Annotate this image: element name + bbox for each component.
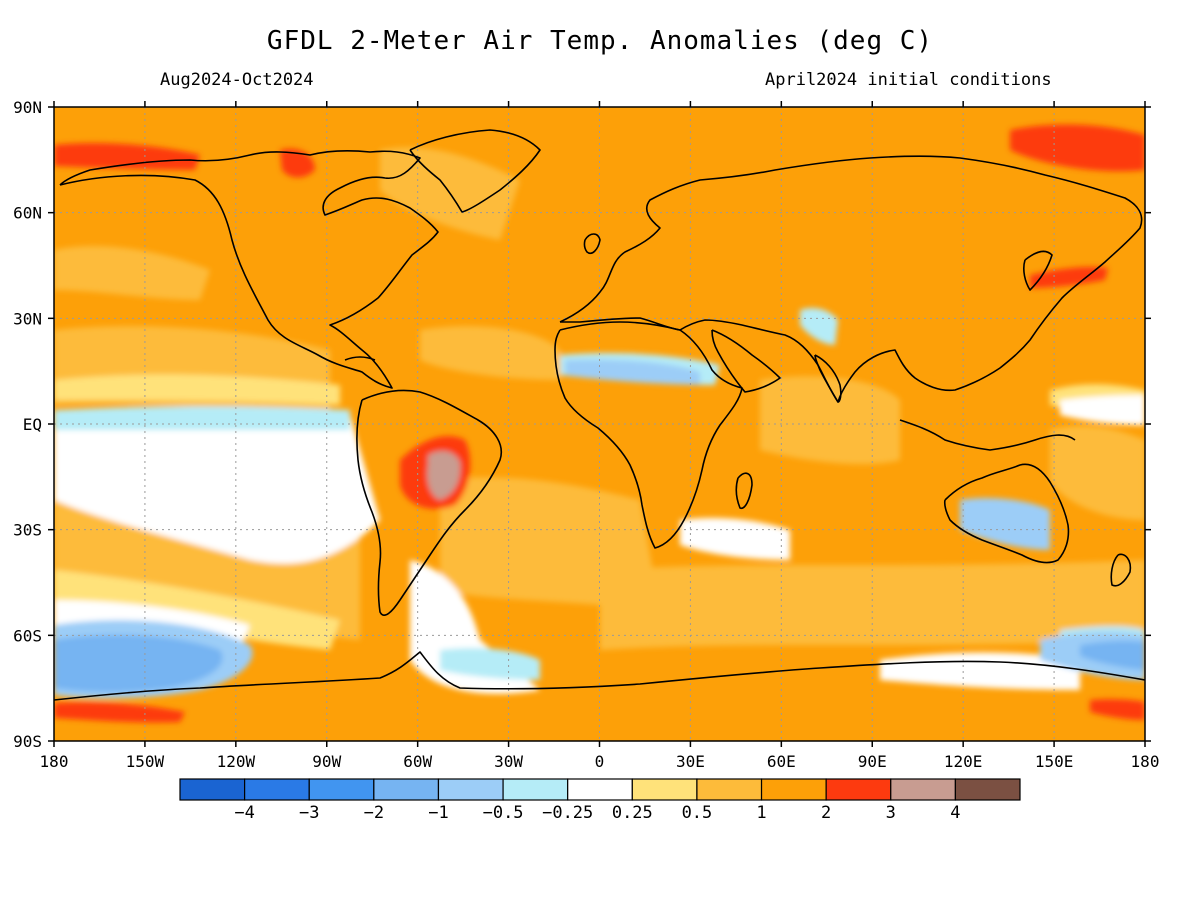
lon-tick-label: 180 — [40, 752, 69, 771]
coastline-madagascar — [735, 472, 753, 509]
field-band-neutral — [54, 415, 380, 564]
lon-tick-label: 150W — [126, 752, 165, 771]
coastline-japan — [1023, 250, 1053, 291]
legend-label: −0.25 — [542, 803, 593, 823]
lon-tick-label: 60E — [767, 752, 796, 771]
lat-tick-label: 60S — [13, 626, 42, 645]
coastline-eurasia — [559, 155, 1143, 403]
color-legend: −4 −3 −2 −1 −0.5 −0.25 0.25 0.5 1 2 3 4 — [179, 778, 1021, 823]
lon-tick-label: 180 — [1131, 752, 1160, 771]
field-band-light-orange — [420, 326, 560, 380]
legend-label: 0.25 — [612, 803, 653, 823]
legend-swatch — [954, 778, 1021, 801]
lat-tick-label: 30S — [13, 521, 42, 540]
field-band-hot — [54, 702, 185, 723]
lon-tick-label: 60W — [403, 752, 432, 771]
field-band-neutral — [1060, 395, 1145, 425]
coastline-greenland — [409, 129, 541, 213]
field-band-hot — [280, 148, 315, 178]
lon-tick-label: 30E — [676, 752, 705, 771]
coastline-british-isles — [583, 233, 601, 255]
field-band-light-orange — [760, 376, 900, 465]
lon-tick-label: 120W — [217, 752, 256, 771]
coastline-north-america — [59, 149, 439, 389]
field-band-cool — [565, 359, 700, 385]
legend-swatch — [179, 778, 246, 801]
initial-conditions-label: April2024 initial conditions — [765, 70, 1052, 90]
coastline-australia — [943, 463, 1070, 564]
legend-label: 2 — [821, 803, 831, 823]
legend-label: 0.5 — [682, 803, 713, 823]
field-band-hot — [1010, 124, 1145, 172]
coastline-maritime-continent — [899, 419, 1076, 451]
legend-label: 1 — [756, 803, 766, 823]
coastline-arabia — [711, 329, 781, 393]
coastline-south-america — [356, 389, 502, 616]
field-band-hot — [1090, 699, 1145, 720]
legend-label: −1 — [428, 803, 448, 823]
field-band-cold — [1080, 640, 1145, 670]
lat-tick-label: 90S — [13, 732, 42, 751]
legend-label: −4 — [234, 803, 254, 823]
lon-tick-label: 120E — [944, 752, 983, 771]
coastline-caribbean — [344, 356, 376, 361]
forecast-period: Aug2024-Oct2024 — [160, 70, 314, 90]
field-band-neutral — [680, 518, 790, 560]
coastline-new-zealand — [1110, 553, 1132, 587]
coastline-africa — [554, 321, 743, 549]
legend-label: −3 — [299, 803, 319, 823]
legend-swatch — [890, 778, 956, 801]
coastline-india — [814, 354, 842, 403]
field-band-yellow — [54, 374, 340, 405]
legend-label: −2 — [364, 803, 384, 823]
field-band-yellow — [54, 570, 340, 650]
lat-tick-label: 60N — [13, 204, 42, 223]
lon-tick-label: 90E — [858, 752, 887, 771]
field-band-light-cyan — [800, 308, 838, 345]
coastlines — [54, 129, 1145, 701]
legend-label: −0.5 — [483, 803, 524, 823]
field-band-hot — [1030, 266, 1108, 288]
legend-swatch — [373, 778, 440, 801]
field-band-light-cyan — [440, 648, 540, 680]
legend-label: 4 — [950, 803, 960, 823]
legend-swatch — [567, 778, 633, 801]
legend-swatch — [760, 778, 827, 801]
legend-swatch — [502, 778, 569, 801]
lon-tick-label: 0 — [595, 752, 605, 771]
anomaly-field — [54, 107, 1145, 741]
lat-tick-label: 30N — [13, 309, 42, 328]
lon-tick-label: 30W — [494, 752, 523, 771]
field-band-cool — [960, 498, 1050, 550]
field-band-light-orange — [1050, 425, 1145, 520]
longitude-axis: 180 150W 120W 90W 60W 30W 0 30E 60E 90E 120E 150E 18… — [40, 101, 1160, 771]
legend-swatch — [696, 778, 763, 801]
map-title: GFDL 2-Meter Air Temp. Anomalies (deg C) — [266, 26, 934, 56]
field-band-light-orange — [54, 246, 210, 300]
coastline-antarctica — [54, 651, 1145, 701]
field-band-very-hot — [427, 450, 461, 500]
field-band-cold — [54, 634, 223, 693]
legend-label: 3 — [886, 803, 896, 823]
legend-swatch — [308, 778, 375, 801]
field-band-hot — [54, 143, 200, 170]
grid-lines — [54, 107, 1145, 741]
lon-tick-label: 150E — [1035, 752, 1074, 771]
lat-tick-label: 90N — [13, 98, 42, 117]
lat-tick-label: EQ — [23, 415, 42, 434]
legend-swatch — [437, 778, 504, 801]
legend-swatch — [825, 778, 892, 801]
field-band-light-cyan — [54, 406, 350, 430]
legend-swatch — [631, 778, 698, 801]
latitude-axis: 90N 60N 30N EQ 30S 60S 90S — [13, 98, 1151, 751]
legend-swatch — [244, 778, 310, 801]
lon-tick-label: 90W — [312, 752, 341, 771]
